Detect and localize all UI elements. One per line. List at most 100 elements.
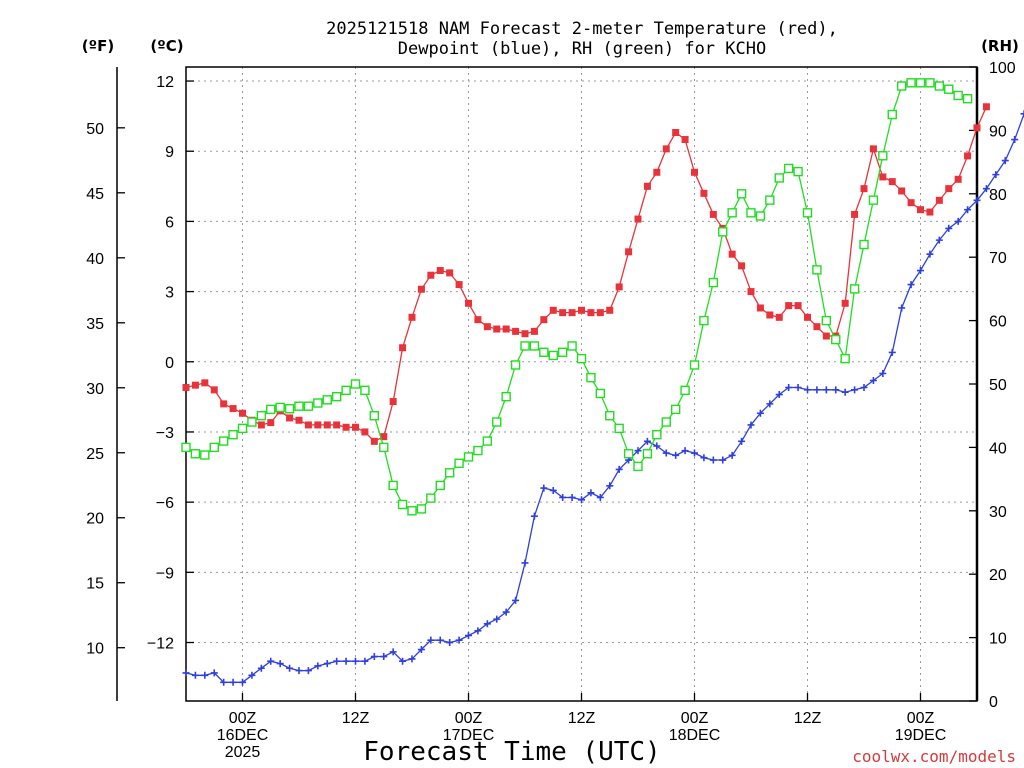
temperature-point — [945, 185, 953, 193]
temperature-point — [766, 311, 774, 319]
temperature-point — [728, 250, 736, 258]
dewpoint-point — [201, 671, 209, 679]
rh-point — [623, 449, 634, 459]
dewpoint-point — [512, 596, 520, 604]
fahrenheit-tick-label: 35 — [86, 316, 104, 333]
dewpoint-point — [926, 250, 934, 258]
dewpoint-point — [935, 236, 943, 244]
temperature-point — [935, 196, 943, 204]
dewpoint-point — [672, 451, 680, 459]
rh-point — [463, 452, 474, 462]
rh-point — [633, 461, 643, 472]
fahrenheit-tick-label: 10 — [86, 641, 104, 658]
dewpoint-point — [295, 667, 303, 675]
x-tick-label: 16DEC — [217, 727, 269, 744]
dewpoint-point — [483, 620, 491, 628]
celsius-tick-label: 3 — [165, 285, 174, 302]
dewpoint-point — [1020, 110, 1024, 118]
temperature-point — [182, 384, 190, 392]
temperature-point — [917, 206, 924, 214]
rh-point — [548, 350, 558, 361]
celsius-tick-label: −9 — [156, 565, 174, 582]
fahrenheit-tick-label: 45 — [86, 186, 104, 203]
temperature-point — [239, 409, 246, 417]
series-dewpoint — [182, 110, 1024, 686]
rh-point — [294, 401, 304, 411]
x-tick-label: 00Z — [455, 710, 483, 727]
temperature-point — [672, 129, 680, 137]
dewpoint-point — [747, 421, 755, 429]
temperature-point — [973, 124, 981, 132]
rh-tick-label: 0 — [989, 694, 998, 711]
dewpoint-point — [304, 667, 312, 675]
rh-point — [190, 449, 201, 459]
temperature-point — [540, 316, 548, 324]
dewpoint-point — [719, 456, 727, 464]
dewpoint-point — [992, 171, 1000, 179]
temperature-point — [389, 398, 397, 406]
dewpoint-point — [709, 456, 717, 464]
chart-title: 2025121518 NAM Forecast 2-meter Temperat… — [326, 19, 838, 59]
series-temperature — [182, 103, 990, 445]
dewpoint-point — [662, 449, 670, 457]
rh-point — [341, 385, 351, 396]
temperature-point — [493, 325, 501, 333]
temperature-point — [512, 327, 520, 335]
dewpoint-point — [813, 386, 821, 394]
celsius-tick-label: −3 — [156, 425, 174, 442]
rh-point — [831, 334, 841, 345]
rh-point — [661, 417, 671, 427]
dewpoint-point — [276, 660, 284, 668]
dewpoint-point — [380, 653, 388, 661]
celsius-tick-label: −6 — [156, 495, 174, 512]
temperature-point — [427, 271, 435, 279]
dewpoint-point — [229, 678, 237, 686]
x-axis-title: Forecast Time (UTC) — [363, 737, 660, 767]
rh-point — [859, 239, 869, 250]
dewpoint-point — [333, 657, 341, 665]
dewpoint-point — [766, 400, 774, 408]
fahrenheit-tick-label: 40 — [86, 251, 104, 268]
dewpoint-point — [964, 206, 972, 214]
fahrenheit-unit-label: (ºF) — [82, 37, 114, 55]
dewpoint-point — [286, 664, 294, 672]
rh-point — [228, 430, 238, 440]
rh-tick-label: 10 — [989, 631, 1007, 648]
temperature-point — [643, 182, 651, 190]
temperature-point — [304, 421, 312, 429]
temperature-point — [436, 267, 444, 275]
rh-point — [284, 404, 295, 414]
rh-point — [360, 385, 370, 396]
temperature-point — [483, 323, 491, 331]
temperature-point — [408, 313, 416, 321]
rh-point — [944, 84, 954, 94]
rh-point — [840, 353, 850, 364]
x-tick-label: 12Z — [794, 710, 822, 727]
rh-point — [473, 445, 483, 456]
dewpoint-point — [455, 636, 463, 644]
rh-point — [379, 442, 389, 453]
rh-point — [746, 208, 756, 218]
dewpoint-point — [370, 653, 378, 661]
dewpoint-point — [474, 627, 482, 635]
temperature-point — [559, 309, 567, 317]
credit-text: coolwx.com/models — [852, 747, 1016, 766]
rh-point — [444, 468, 455, 478]
celsius-tick-label: 6 — [165, 214, 174, 231]
temperature-point — [380, 433, 388, 441]
dewpoint-point — [917, 267, 924, 275]
temperature-point — [681, 136, 689, 144]
dewpoint-point — [785, 384, 793, 392]
temperature-point — [964, 152, 972, 160]
dewpoint-point — [342, 657, 350, 665]
dewpoint-point — [465, 631, 472, 639]
chart-title-line-2: Dewpoint (blue), RH (green) for KCHO — [398, 39, 766, 59]
rh-point — [934, 81, 945, 91]
dewpoint-point — [804, 386, 811, 394]
rh-tick-label: 100 — [989, 60, 1016, 77]
rh-point — [962, 93, 973, 104]
x-tick-label: 17DEC — [443, 727, 495, 744]
celsius-tick-label: −12 — [147, 636, 174, 653]
temperature-point — [700, 189, 708, 197]
